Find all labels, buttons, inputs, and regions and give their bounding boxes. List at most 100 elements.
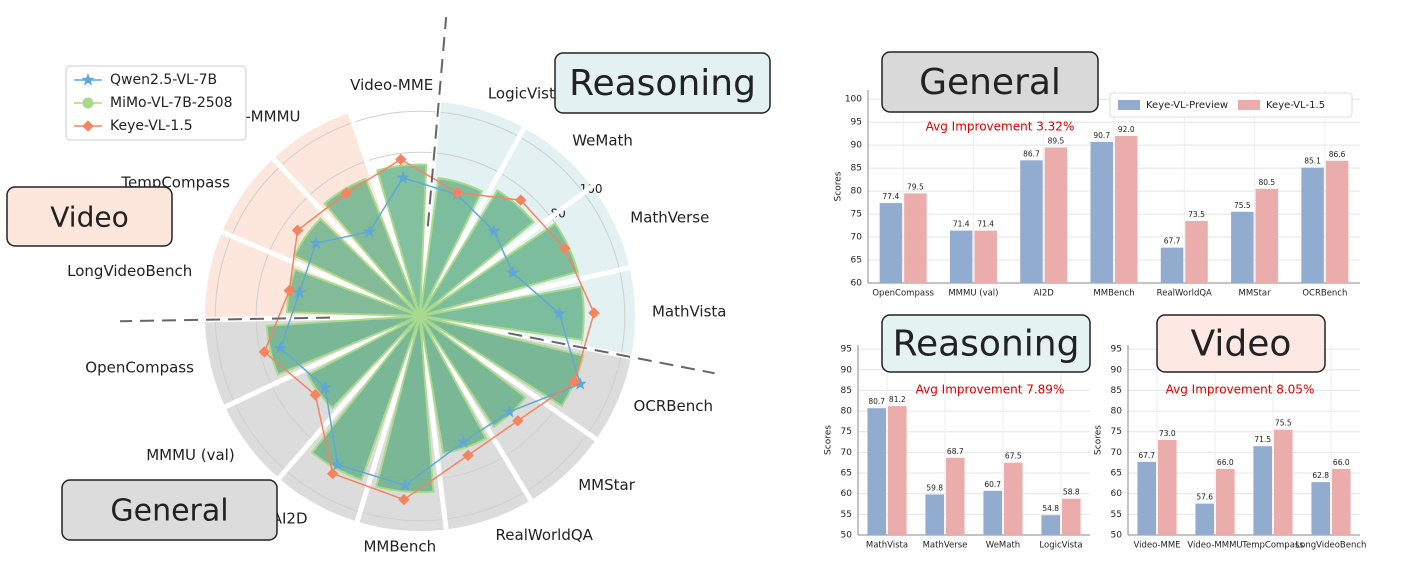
label-box [881,51,1099,113]
value-label: 86.7 [1023,149,1040,158]
x-tick-label: Video-MMMU [1187,541,1242,551]
bar [1004,462,1023,535]
y-tick-label: 95 [1111,345,1122,355]
value-label: 75.5 [1275,419,1292,428]
value-label: 71.4 [953,220,970,229]
label-box-text: General [110,494,228,529]
y-tick-label: 75 [841,427,852,437]
legend-label: Keye-VL-Preview [1146,100,1228,111]
region-divider [426,17,448,227]
x-tick-label: WeMath [986,541,1020,551]
value-label: 59.8 [926,484,943,493]
value-label: 73.0 [1159,429,1176,438]
marker [487,224,501,237]
value-label: 86.6 [1329,150,1346,159]
y-tick-label: 90 [851,141,863,151]
value-label: 60.7 [984,480,1001,489]
x-tick-label: TempCompass [1241,541,1304,551]
value-label: 89.5 [1048,136,1065,145]
x-tick-label: Video-MME [1133,541,1180,551]
sector-gap [346,110,423,317]
y-axis-label: Scores [834,171,844,201]
marker [512,415,524,427]
value-label: 85.1 [1304,157,1321,166]
marker [81,73,95,86]
axis-label: RealWorldQA [496,526,594,544]
value-label: 71.4 [977,220,994,229]
value-label: 80.5 [1258,178,1275,187]
legend-swatch [1238,100,1260,110]
radar-bar [306,315,421,410]
marker [309,389,322,401]
sector-gap [417,124,528,318]
bar [949,230,973,283]
y-tick-label: 70 [1111,448,1123,458]
bar [1325,160,1349,283]
sector-gap [219,228,421,319]
radar-line [263,158,595,501]
bar [904,193,927,283]
legend-label: Keye-VL-1.5 [110,118,193,134]
y-tick-label: 65 [851,256,862,266]
bar [1255,188,1279,283]
value-label: 77.4 [883,192,900,201]
axis-label: MathVista [652,302,727,320]
marker [462,449,474,462]
marker [362,224,377,238]
x-tick-label: RealWorldQA [1157,289,1212,299]
value-label: 67.5 [1005,452,1022,461]
value-label: 80.7 [868,397,885,406]
y-tick-label: 75 [851,210,862,220]
marker [396,170,410,184]
y-tick-label: 55 [1111,510,1122,520]
bar [925,494,944,535]
y-tick-label: 50 [1111,531,1123,541]
x-tick-label: MathVista [866,541,908,551]
bar [946,457,965,535]
bar [1185,220,1208,283]
bar [1301,167,1324,283]
grid-circle [214,110,626,522]
region-divider [508,332,715,375]
y-tick-label: 90 [841,365,853,375]
x-tick-label: MMBench [1093,289,1134,299]
bar [1231,211,1254,283]
bar [1137,461,1156,535]
bar [1216,468,1235,535]
bar [1090,141,1113,283]
marker [395,153,407,166]
label-box [554,52,771,114]
value-label: 75.5 [1234,201,1251,210]
legend-box [1109,92,1353,118]
marker [291,224,304,236]
value-label: 81.2 [889,395,906,404]
bar [1044,147,1068,283]
sector-gap [418,313,600,443]
legend-label: Keye-VL-1.5 [1266,100,1325,111]
bar [974,230,997,283]
axis-label: LongVideoBench [67,262,192,280]
marker [559,242,571,255]
value-label: 71.5 [1254,435,1271,444]
y-tick-label: 80 [1111,407,1123,417]
marker [398,478,412,491]
value-label: 67.7 [1138,451,1155,460]
marker [552,306,566,320]
marker [318,380,332,394]
legend-label: MiMo-VL-7B-2508 [110,95,232,111]
marker [330,457,345,471]
x-tick-label: LongVideoBench [1296,541,1367,551]
sector-gap [222,313,422,410]
bar [1274,429,1293,535]
annotation: Avg Improvement 7.89% [916,383,1065,397]
y-tick-label: 85 [851,164,862,174]
y-tick-label: 85 [841,386,852,396]
sector-gap [418,183,595,318]
legend-swatch [1118,100,1140,110]
value-label: 57.6 [1196,493,1213,502]
axis-label: LogicVista [488,85,564,103]
x-tick-label: OpenCompass [872,289,934,299]
x-tick-label: AI2D [1034,289,1055,299]
marker [273,341,287,354]
